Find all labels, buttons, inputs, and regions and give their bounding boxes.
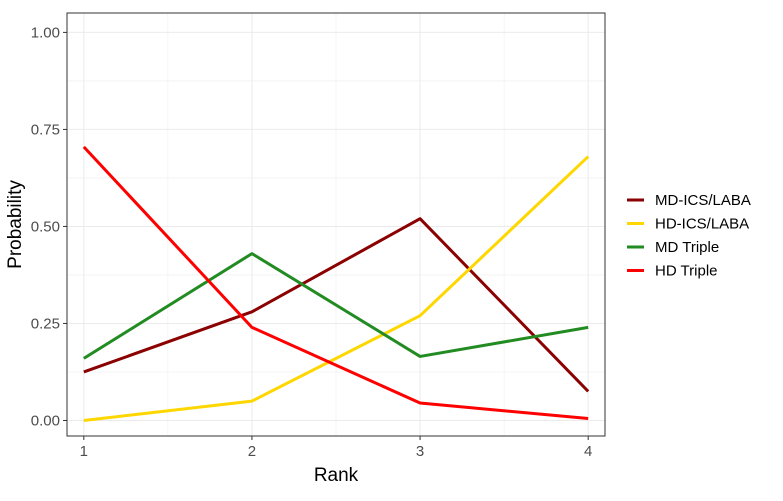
y-tick-label: 0.50 (31, 218, 60, 235)
y-axis-ticks: 0.00 0.25 0.50 0.75 1.00 (31, 24, 67, 429)
y-tick-label: 0.25 (31, 315, 60, 332)
series-line-hd-ics-laba (83, 155, 590, 422)
minor-gridlines (67, 13, 605, 436)
x-axis-title: Rank (314, 465, 359, 486)
y-tick-label: 0.75 (31, 121, 60, 138)
legend-label-md-ics-laba: MD-ICS/LABA (655, 192, 751, 209)
legend-label-md-triple: MD Triple (655, 239, 719, 256)
y-tick-label: 1.00 (31, 24, 60, 41)
series-line-hd-triple (82, 145, 589, 421)
x-tick-label: 3 (416, 443, 424, 460)
x-tick-label: 4 (584, 443, 592, 460)
x-axis-ticks: 1 2 3 4 (80, 436, 592, 460)
y-tick-label: 0.00 (31, 412, 60, 429)
legend-label-hd-ics-laba: HD-ICS/LABA (655, 216, 749, 233)
series-line-md-triple (83, 252, 589, 360)
series-line-md-ics-laba (83, 217, 590, 393)
y-axis-title: Probability (5, 180, 26, 269)
legend: MD-ICS/LABA HD-ICS/LABA MD Triple HD Triple (627, 192, 751, 280)
x-tick-label: 1 (80, 443, 88, 460)
plot-panel-border (66, 12, 606, 437)
x-tick-label: 2 (248, 443, 256, 460)
series-lines (82, 145, 590, 422)
legend-label-hd-triple: HD Triple (655, 263, 718, 280)
